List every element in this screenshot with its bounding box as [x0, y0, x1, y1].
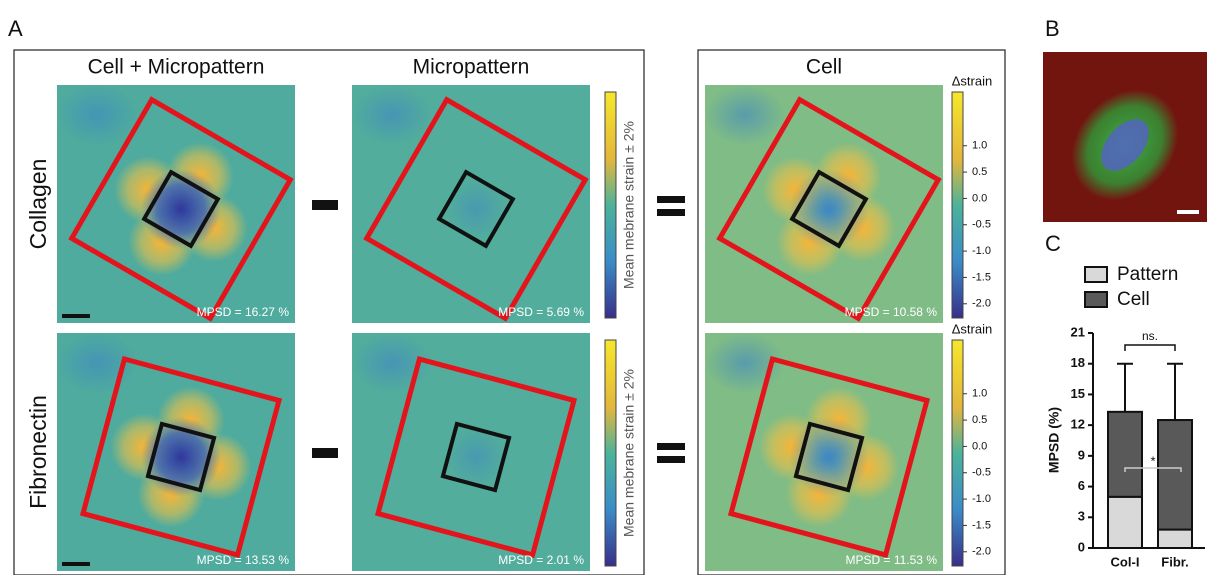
- colorbar: [605, 340, 616, 566]
- colorbar: [605, 92, 616, 318]
- strain-map: MPSD = 11.53 %: [705, 333, 943, 571]
- significance-label: ns.: [1142, 329, 1158, 343]
- significance-bracket: [1125, 345, 1175, 351]
- y-tick-label: 6: [1078, 478, 1085, 493]
- colorbar-title: Δstrain: [952, 73, 992, 88]
- significance-label: *: [1150, 453, 1155, 468]
- colorbar-tick-label: 0.5: [972, 414, 987, 426]
- colorbar-label: Mean mebrane strain ± 2%: [621, 121, 637, 289]
- mpsd-label: MPSD = 11.53 %: [846, 553, 938, 567]
- strain-map: MPSD = 13.53 %: [57, 333, 295, 571]
- y-tick-label: 15: [1071, 386, 1085, 401]
- panel-label: C: [1045, 231, 1061, 256]
- bar-segment: [1108, 412, 1142, 497]
- strain-map: MPSD = 16.27 %: [57, 85, 295, 323]
- y-tick-label: 18: [1071, 355, 1085, 370]
- mpsd-label: MPSD = 10.58 %: [845, 305, 938, 319]
- row-label: Collagen: [25, 159, 51, 250]
- x-tick-label: Col-I: [1111, 554, 1140, 569]
- colorbar-tick-label: 0.5: [972, 166, 987, 178]
- colorbar-tick-label: -2.0: [972, 546, 991, 558]
- y-tick-label: 0: [1078, 539, 1085, 554]
- colorbar-label: Mean mebrane strain ± 2%: [621, 369, 637, 537]
- column-title: Cell: [806, 56, 842, 79]
- strain-core: [789, 169, 869, 249]
- figure: A B C Cell + Micropattern Micropattern Cel…: [0, 0, 1220, 575]
- mpsd-label: MPSD = 5.69 %: [498, 305, 584, 319]
- y-axis-title: MPSD (%): [1046, 407, 1062, 473]
- y-tick-label: 21: [1071, 324, 1085, 339]
- mpsd-label: MPSD = 16.27 %: [197, 305, 290, 319]
- map-texture: [57, 85, 137, 145]
- colorbar-tick-label: 0.0: [972, 192, 987, 204]
- colorbar: [952, 340, 963, 566]
- colorbar-tick-label: -0.5: [972, 219, 991, 231]
- error-bar: [1117, 364, 1133, 412]
- map-texture: [352, 85, 432, 145]
- mpsd-label: MPSD = 2.01 %: [498, 553, 584, 567]
- colorbar-tick-label: -0.5: [972, 467, 991, 479]
- colorbar-tick-label: -2.0: [972, 298, 991, 310]
- legend-label: Pattern: [1117, 264, 1178, 285]
- map-texture: [705, 85, 785, 145]
- colorbar: [952, 92, 963, 318]
- colorbar-tick-label: 0.0: [972, 440, 987, 452]
- y-tick-label: 9: [1078, 447, 1085, 462]
- strain-map: MPSD = 2.01 %: [352, 333, 590, 571]
- legend-swatch: [1085, 292, 1107, 307]
- scale-bar: [62, 314, 90, 318]
- colorbar-tick-label: -1.0: [972, 493, 991, 505]
- colorbar-title: Δstrain: [952, 321, 992, 336]
- x-tick-label: Fibr.: [1161, 554, 1188, 569]
- legend-swatch: [1085, 267, 1107, 282]
- strain-map: MPSD = 5.69 %: [352, 85, 590, 323]
- error-bar: [1167, 364, 1183, 420]
- bar-segment: [1158, 420, 1192, 530]
- scale-bar: [62, 562, 90, 566]
- strain-core: [141, 169, 221, 249]
- colorbar-tick-label: 1.0: [972, 140, 987, 152]
- bar-segment: [1158, 530, 1192, 548]
- y-tick-label: 3: [1078, 509, 1085, 524]
- micrograph: [1043, 52, 1207, 222]
- colorbar-tick-label: -1.5: [972, 271, 991, 283]
- mpsd-label: MPSD = 13.53 %: [197, 553, 290, 567]
- row-label: Fibronectin: [25, 395, 51, 509]
- legend-label: Cell: [1117, 289, 1150, 310]
- y-tick-label: 12: [1071, 417, 1085, 432]
- column-title: Cell + Micropattern: [88, 56, 265, 79]
- panel-label: B: [1045, 16, 1060, 41]
- bar-segment: [1108, 497, 1142, 548]
- column-title: Micropattern: [413, 56, 530, 79]
- panel-label: A: [8, 16, 23, 41]
- colorbar-tick-label: -1.5: [972, 519, 991, 531]
- colorbar-tick-label: 1.0: [972, 388, 987, 400]
- strain-map: MPSD = 10.58 %: [705, 85, 943, 323]
- colorbar-tick-label: -1.0: [972, 245, 991, 257]
